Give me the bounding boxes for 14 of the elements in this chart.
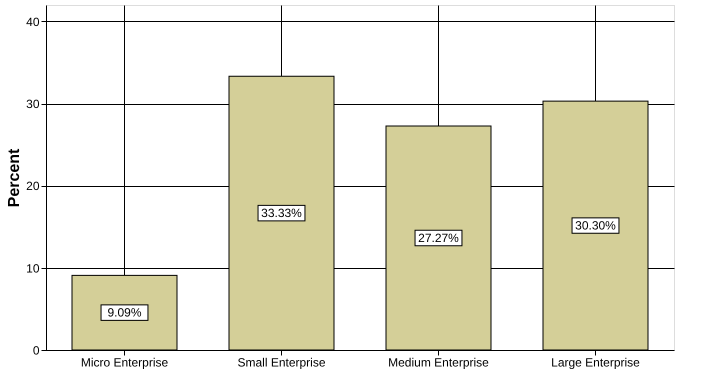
data-label: 30.30% [575,218,616,233]
x-tick-label: Medium Enterprise [388,356,490,370]
data-label: 27.27% [418,231,460,245]
y-axis-title: Percent [6,148,24,208]
x-tick-label: Small Enterprise [237,356,326,370]
data-label: 33.33% [261,206,302,220]
x-tick-label: Micro Enterprise [80,356,169,370]
y-tick-label: 30 [26,97,40,112]
data-label: 9.09% [107,306,142,320]
y-tick-label: 10 [26,261,40,276]
x-tick-label: Large Enterprise [551,356,640,370]
y-tick-label: 40 [26,14,40,29]
y-tick-label: 0 [32,344,40,358]
y-tick-label: 20 [26,179,40,194]
